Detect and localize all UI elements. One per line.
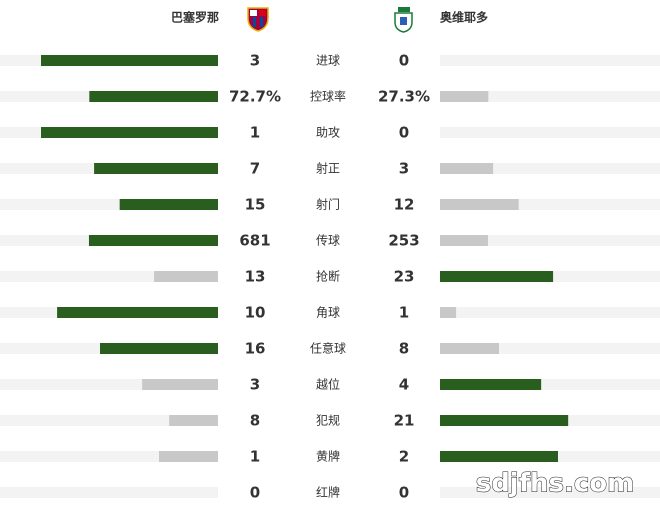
away-bar (440, 271, 554, 282)
home-bar (100, 343, 218, 354)
stat-label: 射正 (316, 161, 340, 176)
away-bar (440, 199, 519, 210)
away-value: 21 (394, 412, 415, 430)
bar-track (0, 271, 218, 282)
home-bar (41, 55, 218, 66)
bar-track (440, 55, 660, 66)
away-value: 4 (399, 376, 409, 394)
bar-track (0, 415, 218, 426)
stat-label: 任意球 (310, 341, 346, 356)
home-value: 10 (245, 304, 266, 322)
stat-label: 越位 (316, 377, 340, 392)
home-bar (169, 415, 218, 426)
home-value: 681 (239, 232, 270, 250)
home-value: 13 (245, 268, 266, 286)
home-bar (159, 451, 218, 462)
away-value: 253 (388, 232, 419, 250)
stat-label: 助攻 (316, 126, 340, 140)
bar-track (440, 163, 660, 174)
away-value: 0 (399, 52, 409, 70)
away-value: 8 (399, 340, 409, 358)
home-bar (57, 307, 218, 318)
stat-label: 犯规 (316, 413, 340, 428)
home-value: 3 (250, 376, 260, 394)
away-value: 27.3% (378, 88, 430, 106)
bar-track (440, 127, 660, 138)
away-value: 3 (399, 160, 409, 178)
bar-track (0, 487, 218, 498)
stat-label: 角球 (316, 306, 340, 320)
home-value: 8 (250, 412, 260, 430)
bar-track (0, 379, 218, 390)
stat-label: 抢断 (316, 269, 340, 284)
away-bar (440, 235, 488, 246)
bar-track (440, 307, 660, 318)
bar-track (440, 199, 660, 210)
away-bar (440, 415, 569, 426)
away-bar (440, 163, 494, 174)
away-value: 0 (399, 124, 409, 142)
bar-track (0, 199, 218, 210)
away-value: 23 (394, 268, 415, 286)
stat-label: 控球率 (310, 89, 346, 104)
home-value: 3 (250, 52, 260, 70)
stat-label: 黄牌 (316, 450, 340, 464)
home-bar (88, 235, 218, 246)
bar-track (440, 235, 660, 246)
home-value: 16 (245, 340, 266, 358)
away-value: 0 (399, 484, 409, 502)
away-bar (440, 343, 499, 354)
watermark: sdjfhs.com (476, 469, 635, 499)
home-value: 1 (250, 448, 260, 466)
away-logo (394, 7, 413, 33)
away-value: 12 (394, 196, 415, 214)
home-value: 72.7% (229, 88, 281, 106)
away-value: 1 (399, 304, 409, 322)
away-team: 奥维耶多 (440, 10, 488, 25)
bar-track (440, 91, 660, 102)
bar-track (440, 379, 660, 390)
bar-track (440, 487, 660, 498)
home-bar (41, 127, 218, 138)
stat-label: 传球 (316, 233, 340, 248)
home-value: 1 (250, 124, 260, 142)
home-bar (89, 91, 218, 102)
away-bar (440, 91, 489, 102)
away-value: 2 (399, 448, 409, 466)
away-bar (440, 379, 542, 390)
stat-label: 进球 (316, 54, 340, 68)
home-logo (247, 7, 269, 32)
stat-label: 射门 (316, 197, 340, 212)
home-value: 0 (250, 484, 260, 502)
away-bar (440, 451, 558, 462)
bar-track (0, 451, 218, 462)
home-value: 7 (250, 160, 260, 178)
away-bar (440, 307, 457, 318)
home-bar (154, 271, 218, 282)
home-bar (142, 379, 218, 390)
home-team: 巴塞罗那 (171, 10, 219, 25)
bar-track (440, 343, 660, 354)
stat-label: 红牌 (316, 485, 340, 500)
home-bar (119, 199, 218, 210)
home-bar (94, 163, 218, 174)
home-value: 15 (245, 196, 266, 214)
